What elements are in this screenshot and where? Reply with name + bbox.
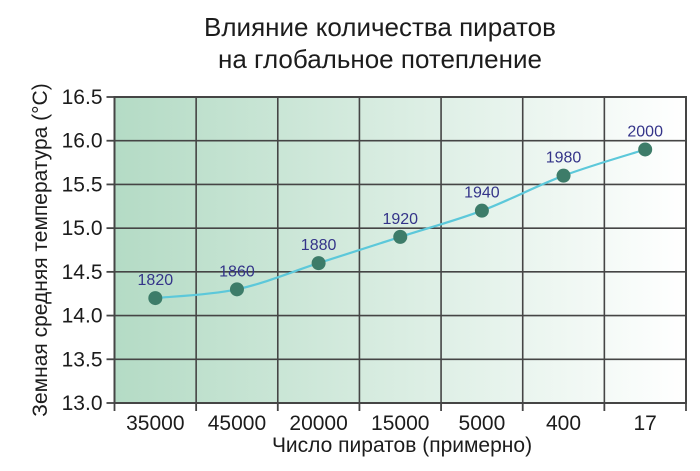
x-tick-label: 45000 (208, 412, 266, 435)
data-point (638, 142, 653, 157)
x-axis-title: Число пиратов (примерно) (272, 434, 532, 457)
x-tick-label: 35000 (126, 412, 184, 435)
x-tick-label: 15000 (371, 412, 429, 435)
data-point-label: 1880 (301, 237, 337, 254)
y-tick-label: 13.0 (62, 392, 103, 415)
plot-area (114, 97, 686, 403)
plot-layer: 13.0 13.5 14.0 14.5 15.0 15.5 16.0 16.5 35000 450… (62, 86, 687, 435)
y-tick-label: 14.5 (62, 261, 103, 284)
x-tick-label: 400 (546, 412, 581, 435)
x-tick-label: 17 (633, 412, 656, 435)
y-tick-label: 16.5 (62, 86, 103, 109)
data-point (148, 291, 163, 306)
data-point-label: 1820 (138, 272, 174, 289)
data-point-label: 1860 (219, 263, 255, 280)
y-tick-label: 15.5 (62, 173, 103, 196)
y-axis-title: Земная средняя температура (°C) (29, 83, 52, 416)
x-tick-label: 20000 (289, 412, 347, 435)
data-point (474, 203, 489, 218)
y-tick-label: 16.0 (62, 130, 103, 153)
data-point-label: 2000 (627, 123, 663, 140)
data-point-label: 1980 (546, 150, 582, 167)
data-point-label: 1940 (464, 185, 500, 202)
x-tick-label: 5000 (459, 412, 506, 435)
y-tick-label: 13.5 (62, 348, 103, 371)
data-point (311, 256, 326, 271)
y-tick-label: 15.0 (62, 217, 103, 240)
chart-title-line-2: на глобальное потепление (218, 44, 542, 74)
data-point (229, 282, 244, 297)
data-point-label: 1920 (382, 211, 418, 228)
chart-title-line-1: Влияние количества пиратов (204, 12, 556, 42)
data-point (556, 168, 571, 183)
plot-border (113, 96, 687, 404)
data-point (393, 229, 408, 244)
y-tick-label: 14.0 (62, 305, 103, 328)
